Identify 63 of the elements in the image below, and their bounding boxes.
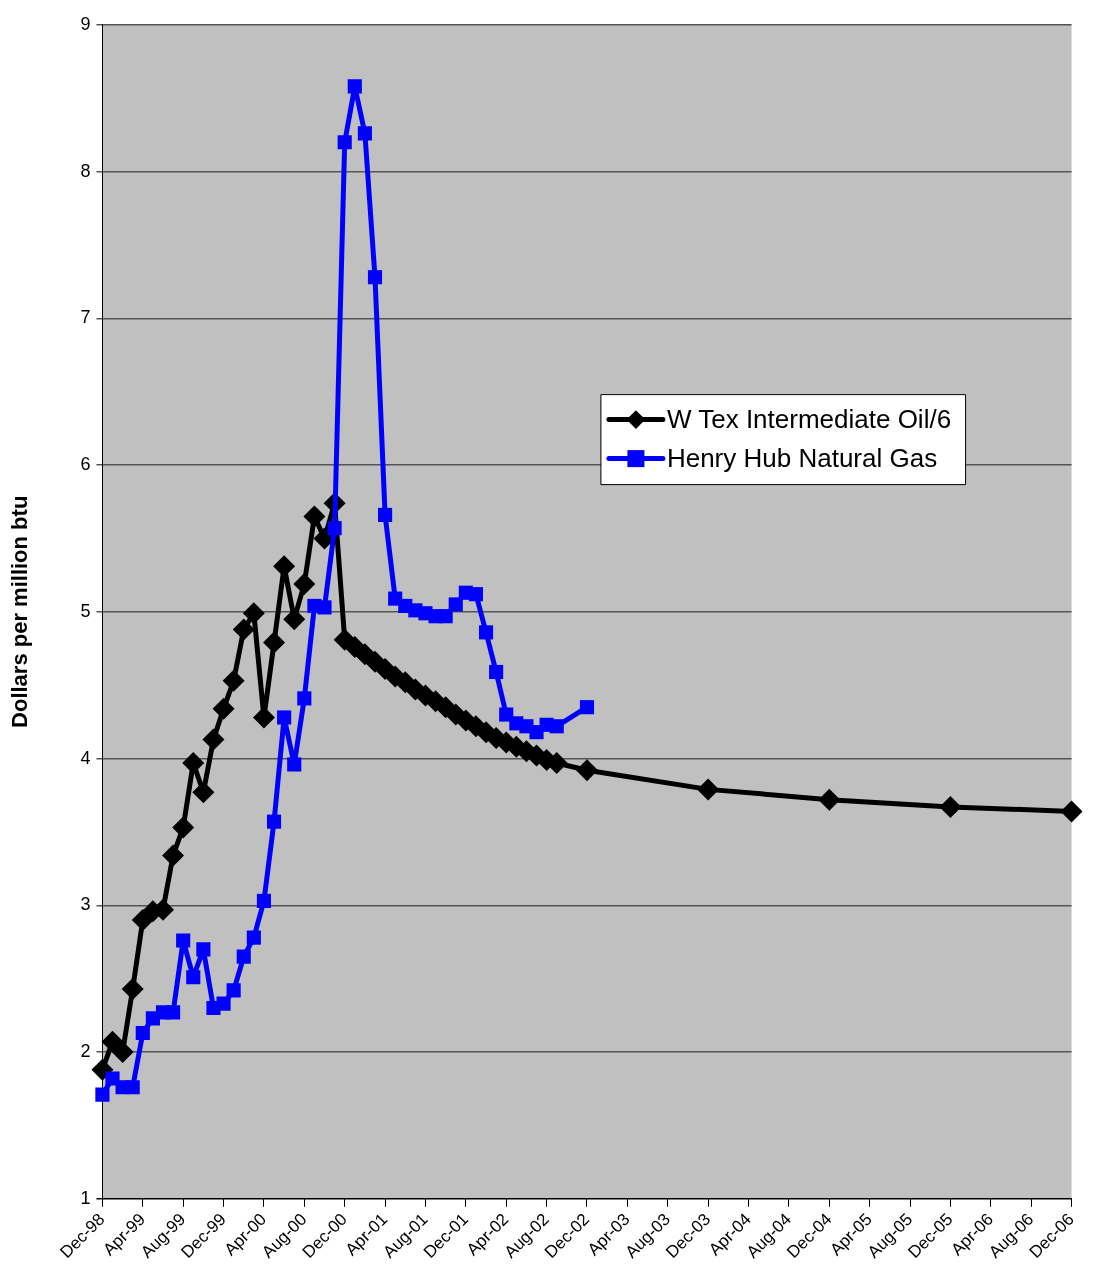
point bbox=[357, 126, 372, 141]
y-tick-label: 3 bbox=[80, 894, 91, 915]
point bbox=[818, 788, 841, 811]
point bbox=[186, 970, 201, 985]
point bbox=[438, 609, 453, 624]
point bbox=[263, 631, 286, 654]
point bbox=[293, 572, 316, 595]
point bbox=[162, 844, 185, 867]
point bbox=[202, 728, 225, 751]
point bbox=[939, 795, 962, 818]
point bbox=[246, 930, 261, 945]
point bbox=[125, 1080, 140, 1095]
point bbox=[489, 664, 504, 680]
point bbox=[222, 669, 245, 692]
point bbox=[367, 270, 383, 285]
point bbox=[226, 983, 241, 998]
point bbox=[176, 933, 191, 948]
point bbox=[111, 1041, 134, 1064]
y-tick-label: 1 bbox=[80, 1187, 91, 1208]
point bbox=[242, 602, 265, 625]
y-tick-label: 6 bbox=[80, 454, 91, 475]
point bbox=[468, 587, 484, 602]
point bbox=[135, 1025, 150, 1041]
point bbox=[252, 706, 275, 729]
point bbox=[697, 778, 720, 801]
point bbox=[575, 759, 598, 782]
point bbox=[478, 625, 494, 640]
point bbox=[1060, 800, 1083, 823]
point bbox=[172, 816, 195, 839]
legend-label: W Tex Intermediate Oil/6 bbox=[666, 403, 952, 434]
y-tick-label: 9 bbox=[80, 13, 91, 34]
point bbox=[277, 710, 292, 725]
point bbox=[549, 719, 564, 734]
y-axis-title: Dollars per million btu bbox=[7, 495, 33, 728]
point bbox=[166, 1005, 181, 1020]
point bbox=[579, 700, 595, 715]
y-tick-label: 4 bbox=[80, 747, 91, 768]
point bbox=[287, 757, 302, 772]
point bbox=[378, 507, 393, 523]
point bbox=[317, 600, 332, 615]
point bbox=[121, 977, 144, 1000]
point bbox=[303, 505, 326, 528]
point bbox=[95, 1087, 110, 1102]
point bbox=[256, 893, 272, 908]
point bbox=[196, 942, 211, 957]
point bbox=[212, 697, 235, 720]
point bbox=[266, 814, 282, 829]
point bbox=[448, 597, 463, 612]
point bbox=[216, 996, 231, 1011]
point bbox=[101, 1030, 124, 1053]
point bbox=[337, 135, 352, 150]
point bbox=[236, 949, 251, 964]
point bbox=[297, 691, 312, 706]
y-tick-label: 2 bbox=[80, 1041, 91, 1062]
y-tick-label: 7 bbox=[80, 307, 91, 328]
y-tick-label: 8 bbox=[80, 160, 91, 181]
point bbox=[327, 521, 342, 536]
legend-label: Henry Hub Natural Gas bbox=[666, 442, 938, 473]
point bbox=[182, 751, 205, 774]
point bbox=[347, 79, 362, 94]
point bbox=[232, 618, 255, 641]
point bbox=[192, 781, 215, 804]
y-tick-label: 5 bbox=[80, 600, 91, 621]
